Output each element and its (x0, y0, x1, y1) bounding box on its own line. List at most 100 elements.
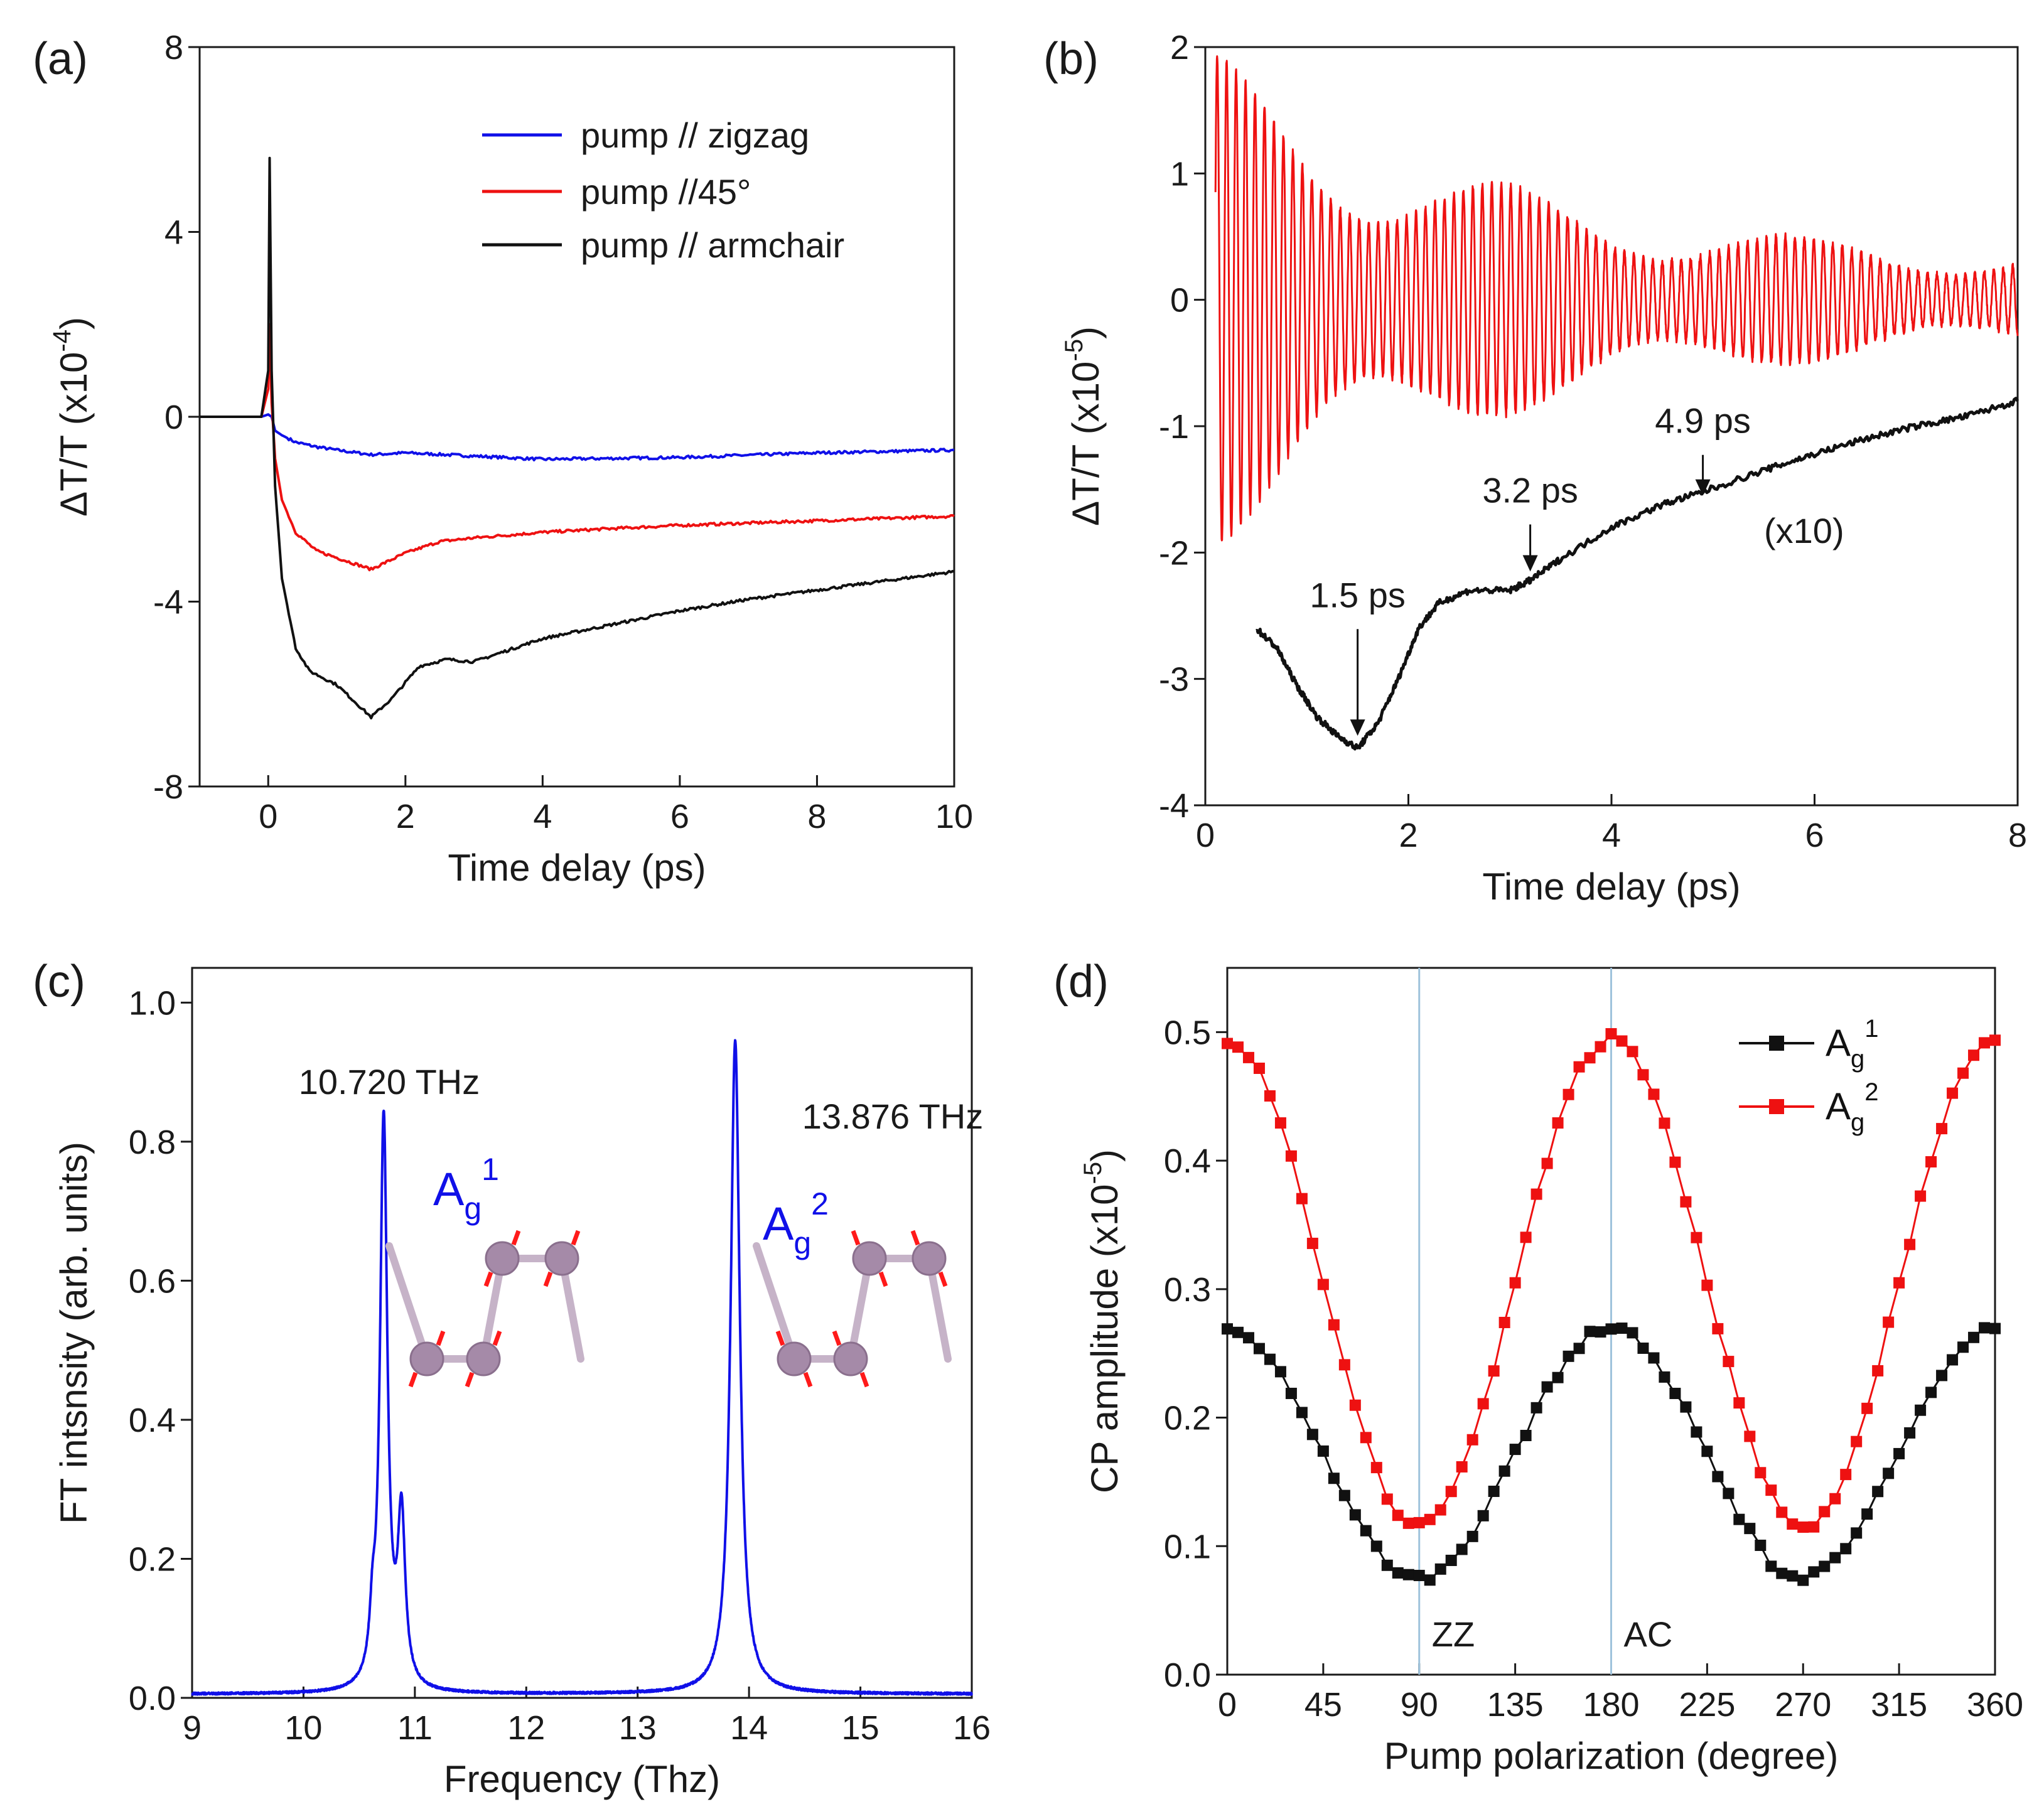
scatter-point (1712, 1471, 1724, 1483)
scatter-point (1285, 1387, 1297, 1399)
scatter-point (1456, 1461, 1468, 1473)
displacement-arrow (859, 1371, 869, 1388)
scatter-point (1445, 1554, 1457, 1566)
displacement-arrow (910, 1230, 920, 1246)
scatter-point (1232, 1041, 1244, 1053)
scatter-point (1253, 1062, 1265, 1074)
panel-a: (a) 0 2 4 6 8 10 -8 -4 0 4 8 Time delay (ps) ΔT/T (x1… (33, 29, 973, 889)
annotation-arrowhead (1695, 479, 1711, 496)
atom (852, 1241, 887, 1276)
scatter-point (1477, 1398, 1489, 1410)
scatter-point (1712, 1323, 1724, 1334)
legend-marker (1769, 1036, 1784, 1051)
atom (912, 1241, 947, 1276)
scatter-point (1669, 1387, 1681, 1399)
scatter-point (1872, 1486, 1884, 1498)
scatter-point (1733, 1397, 1745, 1409)
scatter-point (1979, 1037, 1991, 1049)
background-trace (1255, 397, 2020, 751)
scatter-point (1936, 1123, 1948, 1135)
scatter-point (1349, 1399, 1361, 1411)
scatter-point (1477, 1510, 1489, 1521)
displacement-arrow (571, 1230, 581, 1246)
scatter-point (1370, 1462, 1382, 1474)
legend-marker (1769, 1099, 1784, 1114)
scatter-point (1488, 1485, 1500, 1497)
panel-b: (b) 0 2 4 6 8 -4 -3 -2 -1 0 1 2 Time delay (ps) ΔT/T (… (1043, 29, 2027, 908)
scatter-point (1840, 1469, 1852, 1481)
scatter-point (1552, 1117, 1564, 1129)
y-axis-title-exponent: -5 (1079, 1162, 1107, 1184)
scatter-point (1381, 1559, 1393, 1571)
scatter-point (1317, 1445, 1329, 1457)
scatter-point (1915, 1404, 1927, 1416)
y-tick-label: -4 (153, 584, 183, 621)
scatter-point (1925, 1387, 1937, 1398)
scatter-point (1840, 1543, 1852, 1555)
scatter-point (1872, 1365, 1884, 1376)
displacement-arrow (465, 1371, 475, 1388)
x-tick-label: 45 (1304, 1686, 1342, 1724)
scatter-point (1765, 1560, 1777, 1572)
x-tick-label: 360 (1967, 1686, 2023, 1724)
x-tick-label: 8 (807, 798, 826, 835)
legend-label-sup: 1 (1864, 1015, 1878, 1043)
scatter-point (1787, 1570, 1799, 1582)
scatter-point (1541, 1157, 1553, 1169)
x-tick-label: 8 (2008, 817, 2027, 854)
x-tick-label: 2 (1399, 817, 1417, 854)
y-tick-label: 0.0 (1164, 1656, 1211, 1694)
scatter-point (1659, 1371, 1670, 1383)
y-tick-label: 0 (164, 399, 183, 436)
scatter-point (1360, 1432, 1372, 1444)
scatter-point (1989, 1034, 2001, 1046)
displacement-arrow (878, 1271, 888, 1287)
y-tick-label: 0.8 (129, 1124, 176, 1161)
y-tick-label: 0.4 (1164, 1142, 1211, 1180)
scatter-point (1445, 1486, 1457, 1498)
scatter-point (1691, 1426, 1702, 1438)
scatter-point (1637, 1069, 1649, 1081)
scatter-point (1819, 1560, 1831, 1572)
y-tick-label: 1 (1170, 155, 1189, 193)
mode-label: Ag2 (763, 1186, 829, 1260)
scatter-point (1552, 1371, 1564, 1383)
y-tick-label: 0.2 (1164, 1400, 1211, 1437)
scatter-point (1627, 1046, 1638, 1058)
series-line-45deg (200, 323, 955, 572)
displacement-arrow (436, 1330, 446, 1346)
annotation-label: 1.5 ps (1310, 575, 1406, 614)
peak-label: 13.876 THz (802, 1097, 983, 1136)
displacement-arrow (543, 1271, 553, 1287)
displacement-arrow (483, 1271, 493, 1287)
x-tick-label: 13 (619, 1709, 657, 1747)
legend-label: Ag2 (1826, 1078, 1879, 1136)
scatter-point (1648, 1352, 1660, 1364)
scatter-point (1883, 1468, 1895, 1479)
x-axis-title: Pump polarization (degree) (1384, 1735, 1839, 1777)
scatter-point (1691, 1231, 1702, 1243)
x-tick-label: 15 (842, 1709, 879, 1747)
scatter-point (1392, 1567, 1404, 1579)
scatter-point (1669, 1156, 1681, 1168)
scatter-point (1242, 1332, 1254, 1344)
y-axis-title-text: ΔT/T (x10 (1065, 362, 1107, 526)
scatter-point (1765, 1484, 1777, 1496)
displacement-arrow (938, 1271, 948, 1287)
x-tick-label: 6 (670, 798, 689, 835)
scatter-point (1584, 1326, 1596, 1338)
y-tick-label: -8 (153, 768, 183, 806)
scatter-point (1498, 1316, 1510, 1328)
y-axis-title: ΔT/T (x10-5) (1060, 326, 1107, 526)
scatter-point (1434, 1563, 1446, 1575)
scatter-point (1787, 1518, 1799, 1530)
scatter-point (1222, 1323, 1233, 1335)
scatter-point (1488, 1365, 1500, 1377)
x-tick-label: 180 (1583, 1686, 1639, 1724)
scatter-point (1530, 1402, 1542, 1414)
scatter-point (1701, 1279, 1713, 1291)
scatter-point (1530, 1188, 1542, 1200)
scatter-point (1808, 1521, 1820, 1533)
legend-label: pump // zigzag (581, 115, 809, 155)
